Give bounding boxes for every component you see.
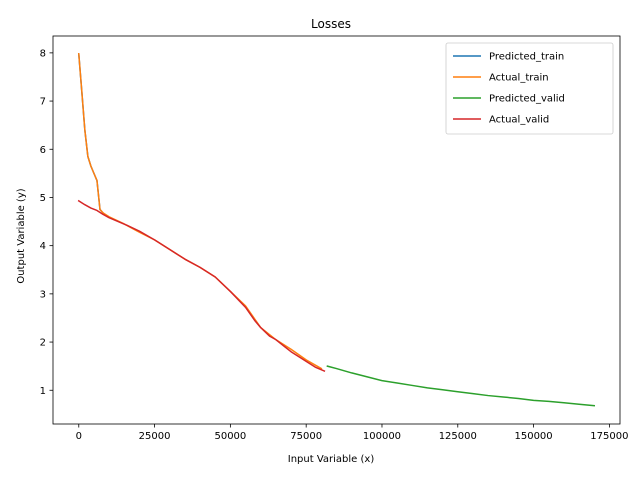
- y-tick-label: 1: [40, 386, 46, 397]
- legend: Predicted_train Actual_train Predicted_val…: [445, 42, 614, 135]
- y-axis-ticks: 1 2 3 4 5 6 7 8: [40, 48, 53, 397]
- y-tick-label: 8: [40, 48, 46, 59]
- x-tick-label: 50000: [214, 431, 246, 442]
- x-tick-label: 75000: [290, 431, 322, 442]
- x-tick-label: 0: [76, 431, 82, 442]
- x-tick-label: 125000: [439, 431, 477, 442]
- y-tick-label: 2: [40, 338, 46, 349]
- y-tick-label: 7: [40, 97, 46, 108]
- legend-box: [445, 42, 614, 135]
- y-tick-label: 3: [40, 289, 46, 300]
- series-line-predicted-valid: [326, 365, 596, 407]
- x-tick-label: 25000: [139, 431, 171, 442]
- series-line-actual-valid: [77, 199, 326, 372]
- y-tick-label: 4: [40, 241, 46, 252]
- legend-entry-label: Actual_valid: [489, 115, 549, 126]
- y-axis-label: Output Variable (y): [16, 188, 27, 283]
- x-tick-label: 175000: [590, 431, 628, 442]
- x-axis-label: Input Variable (x): [288, 454, 375, 465]
- chart-title: Losses: [311, 17, 351, 31]
- y-tick-label: 5: [40, 193, 46, 204]
- legend-entry-label: Predicted_train: [489, 52, 564, 63]
- x-tick-label: 100000: [363, 431, 401, 442]
- axes-spines: [52, 35, 621, 425]
- y-tick-label: 6: [40, 145, 46, 156]
- legend-entry-label: Actual_train: [489, 73, 549, 84]
- legend-entry-label: Predicted_valid: [489, 94, 565, 105]
- x-tick-label: 150000: [514, 431, 552, 442]
- x-axis-ticks: 0 25000 50000 75000 100000 125000 150000 175000: [76, 424, 628, 442]
- plot-content: [77, 53, 596, 407]
- axes-frame: [52, 35, 621, 425]
